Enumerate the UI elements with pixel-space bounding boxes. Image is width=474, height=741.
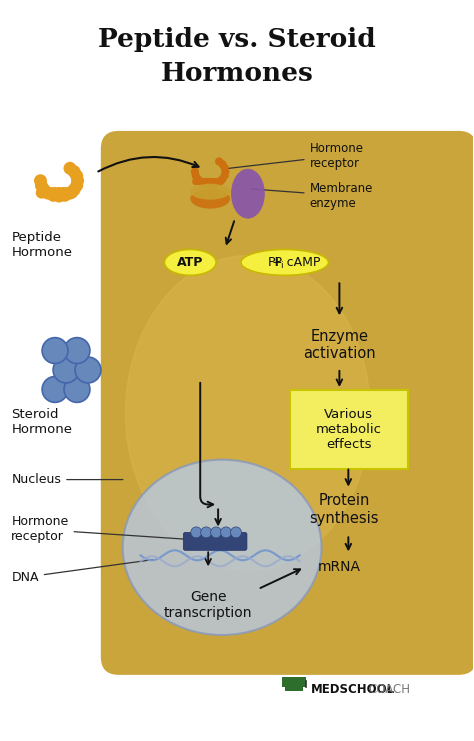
Text: PP: PP	[267, 256, 283, 269]
Text: ATP: ATP	[177, 256, 203, 269]
Text: i: i	[281, 261, 283, 270]
Circle shape	[206, 180, 214, 188]
Circle shape	[201, 179, 210, 187]
Circle shape	[64, 162, 76, 175]
Circle shape	[191, 527, 202, 538]
Circle shape	[75, 357, 101, 383]
FancyBboxPatch shape	[282, 677, 306, 687]
Circle shape	[220, 164, 229, 172]
Circle shape	[42, 338, 68, 364]
Circle shape	[68, 165, 81, 178]
Circle shape	[58, 187, 69, 199]
Ellipse shape	[241, 250, 328, 276]
Text: Protein
synthesis: Protein synthesis	[310, 494, 379, 525]
FancyBboxPatch shape	[290, 390, 408, 468]
Ellipse shape	[126, 256, 370, 571]
Ellipse shape	[123, 459, 321, 635]
Circle shape	[64, 376, 90, 402]
Circle shape	[40, 187, 52, 199]
Circle shape	[191, 171, 200, 179]
FancyBboxPatch shape	[101, 131, 474, 675]
Text: Gene
transcription: Gene transcription	[164, 590, 253, 620]
Ellipse shape	[190, 189, 230, 209]
Circle shape	[47, 189, 60, 202]
Circle shape	[217, 178, 225, 185]
Circle shape	[62, 187, 73, 199]
Circle shape	[215, 157, 223, 165]
Circle shape	[37, 183, 50, 196]
Circle shape	[66, 187, 78, 199]
Text: Peptide vs. Steroid: Peptide vs. Steroid	[98, 27, 376, 52]
Circle shape	[53, 190, 65, 202]
Circle shape	[191, 167, 199, 176]
Text: MEDSCHOOL: MEDSCHOOL	[310, 683, 395, 697]
Text: + cAMP: + cAMP	[273, 256, 321, 269]
Text: COACH: COACH	[368, 683, 410, 697]
Circle shape	[64, 187, 76, 199]
Circle shape	[53, 357, 79, 383]
Text: Nucleus: Nucleus	[11, 473, 123, 486]
FancyBboxPatch shape	[183, 532, 247, 551]
Circle shape	[210, 527, 221, 538]
Circle shape	[214, 178, 221, 185]
Ellipse shape	[231, 169, 265, 219]
Text: Hormone
receptor: Hormone receptor	[228, 142, 364, 170]
Circle shape	[70, 170, 83, 182]
Text: Steroid
Hormone: Steroid Hormone	[11, 408, 73, 436]
Circle shape	[64, 338, 90, 364]
Text: Various
metabolic
effects: Various metabolic effects	[316, 408, 382, 451]
Circle shape	[194, 175, 202, 183]
Circle shape	[196, 178, 203, 185]
Circle shape	[211, 179, 219, 187]
Circle shape	[45, 187, 56, 199]
Circle shape	[35, 179, 48, 192]
Circle shape	[42, 376, 68, 402]
Circle shape	[197, 178, 205, 186]
Ellipse shape	[190, 184, 230, 199]
Circle shape	[210, 178, 218, 185]
Circle shape	[58, 189, 71, 202]
Text: Enzyme
activation: Enzyme activation	[303, 329, 376, 362]
Circle shape	[71, 174, 84, 187]
Circle shape	[201, 527, 212, 538]
Text: mRNA: mRNA	[318, 560, 361, 574]
Circle shape	[219, 160, 227, 168]
Circle shape	[34, 174, 47, 187]
Ellipse shape	[164, 250, 216, 276]
Bar	[285, 681, 302, 691]
Circle shape	[230, 527, 241, 538]
Text: Peptide
Hormone: Peptide Hormone	[11, 230, 73, 259]
Text: DNA: DNA	[11, 559, 153, 584]
Text: Membrane
enzyme: Membrane enzyme	[251, 182, 373, 210]
Circle shape	[42, 187, 55, 199]
Text: Hormones: Hormones	[161, 61, 313, 86]
Circle shape	[220, 171, 229, 179]
Circle shape	[221, 167, 229, 176]
Circle shape	[192, 178, 200, 185]
Circle shape	[68, 183, 81, 196]
Circle shape	[70, 179, 83, 192]
Circle shape	[199, 178, 207, 185]
Circle shape	[36, 187, 47, 199]
Circle shape	[49, 187, 61, 199]
Circle shape	[207, 178, 214, 185]
Circle shape	[53, 187, 65, 199]
Circle shape	[220, 527, 231, 538]
Circle shape	[219, 175, 227, 183]
Circle shape	[215, 178, 223, 186]
Circle shape	[203, 178, 210, 185]
Text: Hormone
receptor: Hormone receptor	[11, 516, 185, 543]
